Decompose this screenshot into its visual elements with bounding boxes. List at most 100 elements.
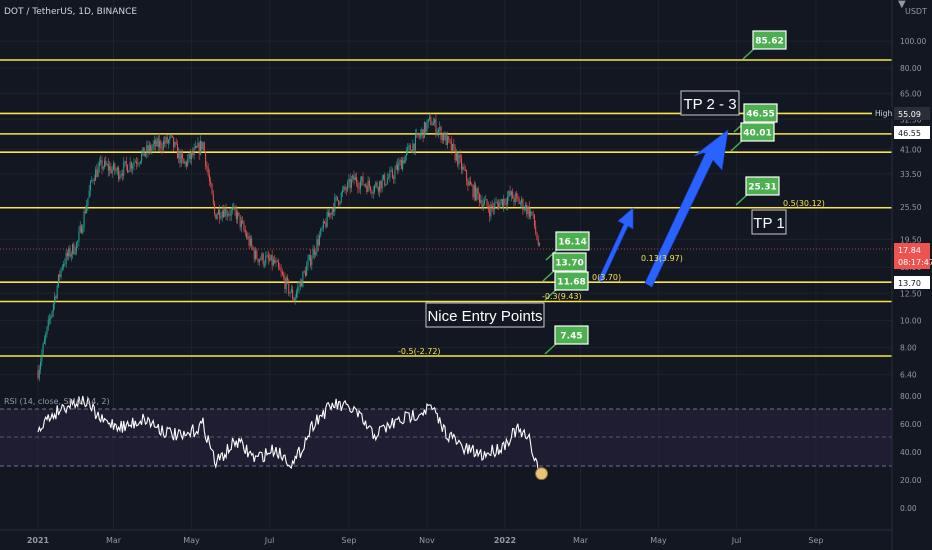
candle-body-2021-03-12 bbox=[127, 165, 129, 173]
candle-body-2022-01-10 bbox=[516, 193, 518, 196]
price-tick: 80.00 bbox=[900, 64, 922, 73]
price-tick: 6.40 bbox=[900, 370, 917, 379]
candle-body-2021-10-13 bbox=[402, 159, 404, 170]
candle-body-2021-11-11 bbox=[439, 127, 441, 130]
rsi-tick: 40.00 bbox=[900, 448, 922, 457]
candle-body-2021-11-05 bbox=[431, 124, 433, 126]
time-tick: Sep bbox=[341, 536, 356, 545]
candle-body-2021-02-17 bbox=[97, 166, 99, 177]
target-box-46.55 bbox=[743, 103, 778, 123]
candle-body-2021-12-09 bbox=[475, 184, 477, 200]
candle-body-2021-08-25 bbox=[339, 202, 341, 205]
candle-body-2021-05-12 bbox=[205, 151, 207, 167]
candle-body-2021-08-22 bbox=[335, 196, 337, 198]
candle-body-2021-12-02 bbox=[466, 170, 468, 181]
candle-body-2021-04-25 bbox=[183, 158, 185, 164]
candle-body-2022-01-01 bbox=[504, 198, 506, 204]
candle-body-2021-07-23 bbox=[297, 287, 299, 293]
candle-body-2021-01-19 bbox=[60, 268, 62, 277]
candle-body-2021-09-20 bbox=[372, 191, 374, 194]
currency-prefix: ▼ bbox=[898, 0, 906, 10]
currency-label: USDT bbox=[905, 7, 927, 16]
candle-body-2021-01-15 bbox=[55, 296, 57, 299]
candle-body-2021-09-30 bbox=[385, 183, 387, 186]
fib-label-0: 0(3.70) bbox=[592, 273, 621, 282]
candle-body-2021-09-01 bbox=[348, 178, 350, 183]
candle-body-2021-07-25 bbox=[299, 280, 301, 287]
candle-body-2021-05-21 bbox=[216, 214, 218, 219]
candle-body-2021-04-11 bbox=[165, 136, 167, 144]
candle-body-2021-04-16 bbox=[171, 135, 173, 138]
candle-body-2021-04-18 bbox=[174, 142, 176, 148]
candle-body-2021-07-30 bbox=[306, 265, 308, 276]
candle-body-2021-04-29 bbox=[188, 153, 190, 159]
entry-box bbox=[425, 302, 545, 328]
candle-body-2021-05-17 bbox=[211, 184, 213, 195]
entry-label: Nice Entry Points bbox=[427, 308, 542, 325]
candle-body-2021-02-18 bbox=[98, 162, 100, 167]
candle-body-2021-10-09 bbox=[397, 164, 399, 171]
fib-label-05: 0.5(30.12) bbox=[783, 199, 825, 208]
candle-body-2021-12-07 bbox=[472, 185, 474, 198]
candle-body-2021-09-25 bbox=[379, 181, 381, 192]
candle-body-2021-11-02 bbox=[427, 118, 429, 124]
candle-body-2021-02-22 bbox=[104, 160, 106, 168]
candle-body-2021-05-14 bbox=[207, 167, 209, 175]
candle-body-2022-01-27 bbox=[537, 239, 539, 246]
candle-body-2021-08-18 bbox=[330, 212, 332, 215]
candle-body-2021-07-27 bbox=[302, 271, 304, 287]
time-tick: Jul bbox=[264, 536, 275, 545]
candle-body-2022-01-02 bbox=[505, 203, 507, 205]
candle-body-2022-01-23 bbox=[532, 213, 534, 215]
candle-body-2021-12-03 bbox=[467, 180, 469, 186]
candle-body-2021-11-10 bbox=[437, 129, 439, 133]
candle-body-2021-04-09 bbox=[162, 141, 164, 150]
rsi-tick: 80.00 bbox=[900, 392, 922, 401]
candle-body-2021-12-16 bbox=[484, 200, 486, 204]
time-tick: May bbox=[650, 536, 667, 545]
candle-body-2021-06-20 bbox=[255, 250, 257, 259]
candle-body-2021-07-12 bbox=[283, 274, 285, 278]
candle-body-2021-11-25 bbox=[457, 152, 459, 165]
candle-body-2021-12-26 bbox=[496, 202, 498, 204]
candle-body-2021-10-12 bbox=[400, 160, 402, 170]
candle-body-2021-02-06 bbox=[83, 211, 85, 228]
candle-body-2021-08-16 bbox=[327, 212, 329, 217]
candle-body-2021-11-18 bbox=[448, 136, 450, 140]
candle-body-2021-02-10 bbox=[88, 190, 90, 199]
candle-body-2021-11-16 bbox=[445, 133, 447, 145]
candle-body-2021-11-24 bbox=[455, 152, 457, 161]
candle-body-2021-09-15 bbox=[366, 185, 368, 192]
candle-body-2022-01-11 bbox=[517, 195, 519, 199]
candle-body-2021-11-01 bbox=[426, 123, 428, 132]
candle-body-2021-03-08 bbox=[121, 174, 123, 176]
candle-body-2021-05-06 bbox=[197, 142, 199, 148]
candle-body-2021-06-04 bbox=[234, 206, 236, 211]
candle-body-2021-11-07 bbox=[434, 119, 436, 123]
candle-body-2021-12-19 bbox=[487, 205, 489, 210]
candle-body-2022-01-05 bbox=[509, 191, 511, 196]
candle-body-2021-10-21 bbox=[412, 143, 414, 153]
candle-body-2021-07-31 bbox=[307, 259, 309, 266]
candle-body-2021-01-26 bbox=[69, 248, 71, 257]
candle-body-2021-05-26 bbox=[223, 210, 225, 218]
candle-body-2021-02-27 bbox=[110, 166, 112, 174]
price-tick: 25.50 bbox=[900, 203, 922, 212]
tp23-label: TP 2 - 3 bbox=[683, 96, 736, 113]
candle-body-2021-11-30 bbox=[463, 166, 465, 170]
candle-body-2021-12-10 bbox=[476, 188, 478, 200]
rsi-tick: 20.00 bbox=[900, 476, 922, 485]
candle-body-2021-07-14 bbox=[285, 277, 287, 290]
candle-body-2021-04-15 bbox=[170, 135, 172, 137]
candle-body-2021-05-19 bbox=[214, 203, 216, 214]
candle-body-2021-10-14 bbox=[403, 159, 405, 164]
candle-body-2021-03-10 bbox=[124, 160, 126, 163]
candle-body-2021-11-06 bbox=[432, 122, 434, 126]
candle-body-2021-05-11 bbox=[203, 142, 205, 152]
candle-body-2021-12-30 bbox=[501, 199, 503, 207]
candle-body-2021-01-04 bbox=[41, 353, 43, 362]
candle-body-2021-08-12 bbox=[322, 221, 324, 229]
rsi-pane bbox=[0, 395, 892, 481]
